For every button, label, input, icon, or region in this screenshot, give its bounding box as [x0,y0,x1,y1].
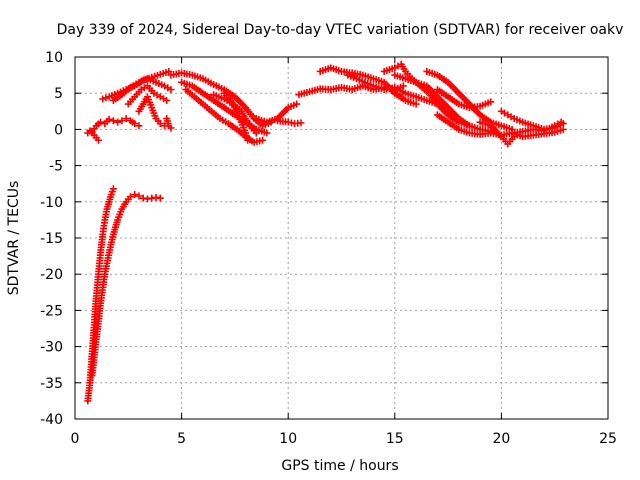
y-tick-label: 0 [54,122,63,138]
data-point [102,94,110,102]
series-arc-4 [86,127,102,144]
data-point [131,120,139,128]
data-point [114,118,122,126]
data-point [259,136,267,144]
data-point [244,136,252,144]
x-tick-label: 10 [279,431,297,447]
x-tick-label: 25 [599,431,617,447]
data-point [263,129,271,137]
series-arc-8 [135,93,169,130]
data-point [156,120,164,128]
y-tick-label: -25 [40,303,63,319]
series-arc-6 [109,75,175,104]
y-tick-label: -5 [49,159,63,175]
data-point [252,129,260,137]
data-points [84,60,567,405]
y-tick-label: -30 [40,340,63,356]
data-point [167,86,175,94]
data-point [105,115,113,123]
series-arc-7 [124,82,171,108]
series-arc-16 [274,117,305,128]
data-point [118,117,126,125]
data-point [487,98,495,106]
x-tick-label: 20 [492,431,510,447]
y-tick-label: -40 [40,412,63,428]
data-point [156,194,164,202]
y-tick-label: -35 [40,376,63,392]
data-point [131,191,139,199]
data-point [97,118,105,126]
grid-lines [75,57,608,419]
y-tick-label: 5 [54,86,63,102]
series-arc-23 [433,86,495,112]
data-point [163,96,171,104]
y-tick-label: -15 [40,231,63,247]
series-arc-2 [88,191,164,380]
x-tick-label: 0 [71,431,80,447]
series-arc-27 [508,125,567,141]
data-point [412,100,420,108]
y-tick-label: -10 [40,195,63,211]
x-tick-label: 15 [386,431,404,447]
axis-ticks: 0 5 10 15 20 25 -40 -35 -30 -25 -20 -15 -10 -5 0 5 10 [40,50,617,447]
data-point [94,136,102,144]
series-arc-3 [84,115,143,137]
y-axis-label: SDTVAR / TECUs [6,181,22,296]
data-point [165,67,173,75]
data-point [109,117,117,125]
data-point [126,193,134,201]
x-tick-label: 5 [177,431,186,447]
data-point [135,122,143,130]
data-point [167,124,175,132]
data-point [135,192,143,200]
series-arc-18 [316,64,420,108]
data-point [559,125,567,133]
series-arc-14 [220,89,252,144]
y-tick-label: -20 [40,267,63,283]
data-point [99,95,107,103]
series-arc-9 [163,115,175,132]
x-axis-label: GPS time / hours [281,458,398,474]
data-point [109,185,117,193]
data-point [122,115,130,123]
data-point [293,100,301,108]
chart-title: Day 339 of 2024, Sidereal Day-to-day VTE… [57,22,624,38]
y-tick-label: 10 [45,50,63,66]
data-point [297,119,305,127]
